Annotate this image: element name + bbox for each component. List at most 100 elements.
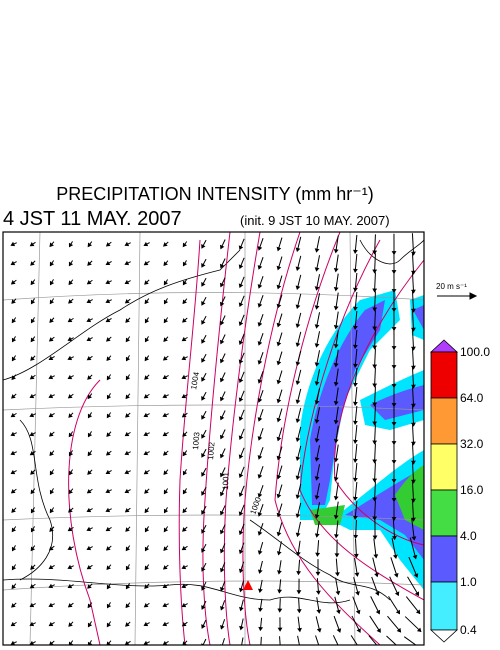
wind-vector bbox=[374, 329, 376, 349]
wind-vector-head bbox=[333, 438, 339, 444]
wind-vector bbox=[411, 480, 415, 502]
wind-vector-head bbox=[181, 564, 187, 570]
wind-vector-head bbox=[49, 261, 55, 267]
wind-vector-head bbox=[86, 336, 92, 342]
wind-vector-head bbox=[143, 621, 149, 627]
wind-vector-head bbox=[257, 455, 263, 460]
wind-vector-head bbox=[239, 625, 244, 631]
wind-vector-head bbox=[372, 402, 378, 407]
wind-vector-head bbox=[144, 299, 149, 305]
wind-vector-head bbox=[276, 455, 282, 461]
wind-vector-head bbox=[30, 356, 35, 361]
wind-vector-head bbox=[295, 380, 301, 386]
wind-vector-head bbox=[220, 586, 225, 592]
wind-vector-head bbox=[125, 622, 130, 627]
wind-vector-head bbox=[68, 242, 74, 248]
wind-vector-head bbox=[257, 341, 263, 346]
wind-vector-head bbox=[353, 477, 358, 482]
wind-vector-head bbox=[219, 301, 225, 307]
wind-vector-head bbox=[11, 356, 17, 362]
wind-vector-head bbox=[276, 341, 282, 347]
wind-vector bbox=[391, 537, 397, 559]
wind-vector-head bbox=[353, 401, 358, 406]
wind-vector-head bbox=[67, 374, 73, 380]
wind-vector-head bbox=[143, 241, 149, 247]
wind-vector-head bbox=[68, 299, 73, 304]
wind-vector-head bbox=[373, 554, 379, 559]
wind-vector-head bbox=[219, 358, 225, 364]
wind-vector bbox=[374, 272, 376, 292]
wind-vector-head bbox=[257, 531, 263, 536]
wind-vector-head bbox=[106, 356, 111, 362]
precipitation bbox=[300, 290, 424, 590]
wind-vector-head bbox=[277, 627, 283, 632]
wind-vector-head bbox=[219, 415, 225, 421]
wind-vector-head bbox=[353, 325, 358, 330]
wind-vector-head bbox=[333, 248, 339, 254]
wind-vector-head bbox=[124, 508, 130, 513]
wind-vector-head bbox=[181, 622, 187, 627]
wind-vector-head bbox=[124, 299, 130, 304]
wind-vector-head bbox=[105, 488, 111, 494]
colorbar-label: 1.0 bbox=[460, 575, 477, 589]
wind-vector-head bbox=[105, 546, 111, 551]
wind-vector-head bbox=[106, 432, 111, 437]
wind-vector-head bbox=[295, 418, 301, 424]
wind-vector-head bbox=[182, 242, 188, 248]
wind-vector-head bbox=[201, 358, 206, 363]
wind-vector-head bbox=[181, 413, 187, 418]
wind-vector-head bbox=[125, 394, 130, 400]
wind-vector-head bbox=[48, 412, 54, 418]
wind-vector-head bbox=[105, 279, 111, 285]
wind-vector-head bbox=[48, 564, 54, 570]
wind-vector-head bbox=[219, 263, 225, 269]
wind-vector-head bbox=[105, 242, 111, 247]
wind-vector-head bbox=[125, 527, 130, 532]
wind-vector-head bbox=[333, 305, 339, 311]
wind-vector-head bbox=[353, 515, 358, 520]
wind-vector-head bbox=[10, 280, 16, 285]
wind-vector-head bbox=[86, 526, 92, 532]
wind-vector-head bbox=[68, 280, 73, 286]
wind-vector-head bbox=[336, 609, 341, 615]
wind-vector-head bbox=[353, 458, 358, 463]
wind-vector-head bbox=[276, 417, 282, 423]
wind-vector-head bbox=[143, 412, 149, 418]
wind-vector-head bbox=[124, 279, 130, 285]
wind-vector-head bbox=[124, 450, 130, 456]
wind-vector-head bbox=[163, 261, 168, 267]
wind-vector-head bbox=[372, 478, 378, 483]
wind-vector-head bbox=[419, 647, 422, 650]
wind-vector bbox=[370, 596, 380, 614]
wind-vector-head bbox=[201, 282, 206, 287]
wind-vector-head bbox=[257, 360, 263, 365]
wind-vector-head bbox=[295, 532, 301, 538]
wind-vector-head bbox=[392, 554, 398, 559]
wind-vector-head bbox=[314, 267, 320, 272]
wind-vector bbox=[374, 405, 376, 425]
wind-vector-head bbox=[106, 337, 111, 342]
wind-vector-head bbox=[11, 375, 16, 381]
init-time: (init. 9 JST 10 MAY. 2007) bbox=[240, 213, 390, 228]
colorbar-label: 16.0 bbox=[460, 483, 484, 497]
wind-vector-head bbox=[219, 244, 225, 250]
wind-vector-head bbox=[125, 584, 131, 590]
wind-vector-head bbox=[314, 381, 320, 386]
wind-vector-head bbox=[314, 362, 320, 367]
wind-vector-head bbox=[314, 438, 320, 443]
wind-vector-head bbox=[276, 360, 282, 366]
wind-vector-head bbox=[295, 266, 301, 272]
wind-vector-head bbox=[87, 242, 93, 248]
wind-vector-head bbox=[372, 459, 378, 464]
wind-vector bbox=[411, 442, 415, 464]
wind-vector-head bbox=[49, 280, 55, 286]
wind-vector bbox=[388, 596, 400, 614]
wind-vector-head bbox=[87, 432, 93, 438]
wind-vector-head bbox=[372, 421, 378, 426]
wind-vector-head bbox=[219, 453, 225, 459]
wind-vector-head bbox=[29, 241, 35, 247]
wind-vector-head bbox=[181, 355, 187, 361]
wind-vector-head bbox=[201, 434, 206, 439]
